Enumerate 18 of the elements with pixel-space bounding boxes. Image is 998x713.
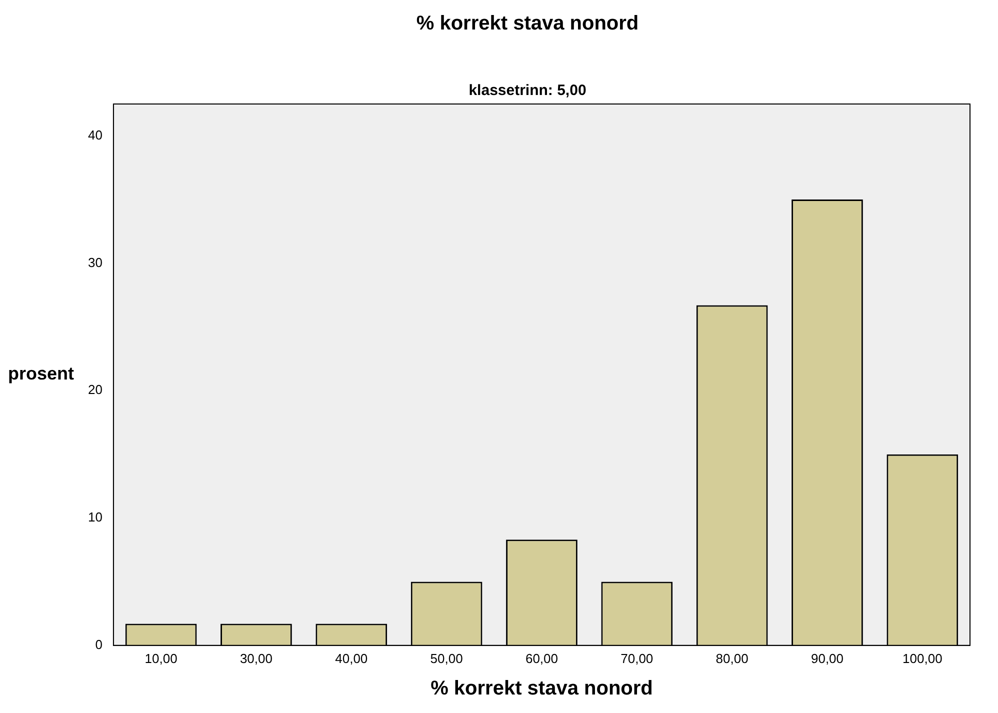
y-tick-label: 0: [95, 636, 102, 652]
chart-subtitle: klassetrinn: 5,00: [468, 82, 586, 100]
x-tick-label: 30,00: [240, 650, 272, 666]
x-tick-label: 60,00: [525, 650, 558, 666]
x-tick-label: 80,00: [716, 650, 748, 666]
x-tick-label: 10,00: [144, 650, 178, 666]
x-axis-title: % korrekt stava nonord: [430, 678, 653, 700]
y-tick-label: 40: [88, 127, 102, 142]
chart-title: % korrekt stava nonord: [416, 12, 639, 35]
x-tick-label: 90,00: [810, 650, 844, 666]
y-tick-label: 10: [88, 510, 102, 525]
y-tick-label: 30: [88, 254, 102, 270]
y-axis-title: prosent: [8, 364, 74, 384]
x-tick-label: 70,00: [620, 650, 654, 666]
x-tick-label: 40,00: [335, 650, 368, 666]
y-tick-label: 20: [88, 382, 102, 398]
x-tick-label: 50,00: [430, 650, 463, 666]
x-tick-label: 100,00: [902, 650, 942, 666]
